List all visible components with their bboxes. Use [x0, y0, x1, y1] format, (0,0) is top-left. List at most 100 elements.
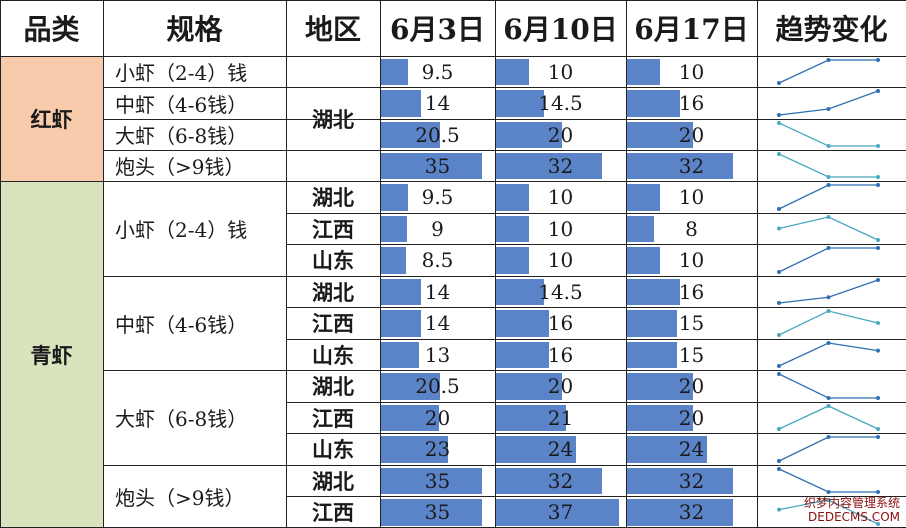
value-cell: 35 — [380, 465, 495, 496]
spec-cell: 小虾（2-4）钱 — [115, 61, 248, 85]
data-bar — [381, 373, 441, 400]
region-cell: 湖北 — [312, 374, 354, 399]
data-bar — [496, 122, 563, 148]
data-bar — [381, 279, 422, 305]
value-text: 10 — [678, 248, 705, 272]
data-bar — [627, 153, 734, 179]
data-bar — [381, 405, 439, 431]
data-bar — [496, 184, 530, 211]
data-bar — [627, 216, 654, 242]
data-bar — [496, 499, 619, 526]
data-bar — [496, 90, 545, 117]
value-cell: 35 — [380, 150, 495, 181]
value-text: 9.5 — [421, 59, 454, 84]
data-bar — [627, 59, 661, 85]
watermark: 织梦内容管理系统 DEDECMS.COM — [804, 496, 900, 524]
data-bar — [627, 468, 734, 494]
data-bar — [381, 153, 483, 179]
header-trend: 趋势变化 — [775, 13, 888, 46]
value-text: 32 — [678, 500, 705, 524]
region-cell: 山东 — [312, 248, 354, 273]
value-cell: 32 — [626, 496, 757, 528]
data-bar — [496, 373, 563, 400]
header-spec: 规格 — [166, 13, 223, 46]
value-cell: 20 — [495, 370, 626, 402]
data-bar — [496, 247, 530, 274]
value-cell: 10 — [495, 56, 626, 87]
header-category: 品类 — [23, 13, 80, 46]
value-text: 32 — [547, 153, 574, 178]
value-cell: 14.5 — [495, 87, 626, 119]
value-cell: 10 — [495, 244, 626, 276]
data-bar — [627, 279, 681, 305]
data-bar — [627, 247, 661, 274]
value-cell: 32 — [626, 465, 757, 496]
region-cell: 湖北 — [312, 468, 354, 494]
watermark-line2: DEDECMS.COM — [808, 510, 900, 524]
value-text: 21 — [547, 405, 574, 430]
value-cell: 16 — [495, 339, 626, 370]
data-bar — [381, 122, 441, 148]
value-text: 14.5 — [538, 91, 583, 115]
value-text: 20 — [424, 405, 451, 430]
data-bar — [496, 59, 530, 85]
watermark-line1: 织梦内容管理系统 — [803, 496, 900, 510]
value-cell: 9 — [380, 213, 495, 244]
data-bar — [496, 310, 550, 337]
header-region: 地区 — [304, 13, 361, 46]
value-text: 32 — [678, 468, 705, 493]
value-text: 35 — [424, 153, 451, 178]
value-cell: 9.5 — [380, 181, 495, 213]
spec-cell: 小虾（2-4）钱 — [115, 218, 248, 242]
data-bar — [381, 184, 409, 211]
value-cell: 16 — [626, 276, 757, 307]
value-text: 32 — [678, 153, 705, 178]
region-cell: 湖北 — [312, 106, 354, 132]
value-cell: 14 — [380, 307, 495, 339]
data-bar — [381, 310, 422, 337]
value-cell: 20 — [626, 119, 757, 150]
value-text: 35 — [424, 468, 451, 493]
value-cell: 32 — [626, 150, 757, 181]
value-cell: 24 — [626, 433, 757, 465]
value-cell: 23 — [380, 433, 495, 465]
data-bar — [627, 436, 707, 463]
value-text: 10 — [547, 59, 574, 84]
value-text: 10 — [678, 59, 705, 84]
value-text: 16 — [547, 311, 574, 335]
value-text: 20 — [678, 405, 705, 430]
spec-cell: 大虾（6-8钱） — [115, 407, 248, 431]
value-cell: 13 — [380, 339, 495, 370]
value-cell: 24 — [495, 433, 626, 465]
value-cell: 20 — [626, 402, 757, 433]
data-bar — [627, 90, 681, 117]
region-cell: 江西 — [312, 405, 354, 431]
value-text: 16 — [678, 91, 705, 115]
value-cell: 10 — [626, 181, 757, 213]
value-cell: 8 — [626, 213, 757, 244]
data-bar — [496, 405, 566, 431]
category-cell: 青虾 — [0, 181, 103, 528]
header-date1: 6月3日 — [390, 13, 485, 46]
value-text: 8.5 — [421, 248, 454, 272]
header-date3: 6月17日 — [634, 13, 749, 46]
header-date2: 6月10日 — [503, 13, 618, 46]
data-bar — [381, 468, 483, 494]
spec-cell: 中虾（4-6钱） — [115, 312, 248, 337]
region-cell: 江西 — [312, 500, 354, 525]
value-text: 13 — [424, 342, 451, 367]
value-cell: 15 — [626, 307, 757, 339]
value-cell: 16 — [495, 307, 626, 339]
value-text: 23 — [424, 437, 451, 461]
value-text: 14.5 — [538, 279, 583, 304]
spec-cell: 炮头（>9钱） — [115, 155, 245, 179]
value-text: 14 — [424, 311, 451, 335]
value-text: 16 — [547, 342, 574, 367]
data-bar — [381, 499, 483, 526]
value-text: 20.5 — [415, 374, 460, 398]
value-cell: 14.5 — [495, 276, 626, 307]
value-text: 10 — [547, 185, 574, 209]
value-cell: 10 — [495, 181, 626, 213]
data-bar — [627, 184, 661, 211]
value-cell: 37 — [495, 496, 626, 528]
